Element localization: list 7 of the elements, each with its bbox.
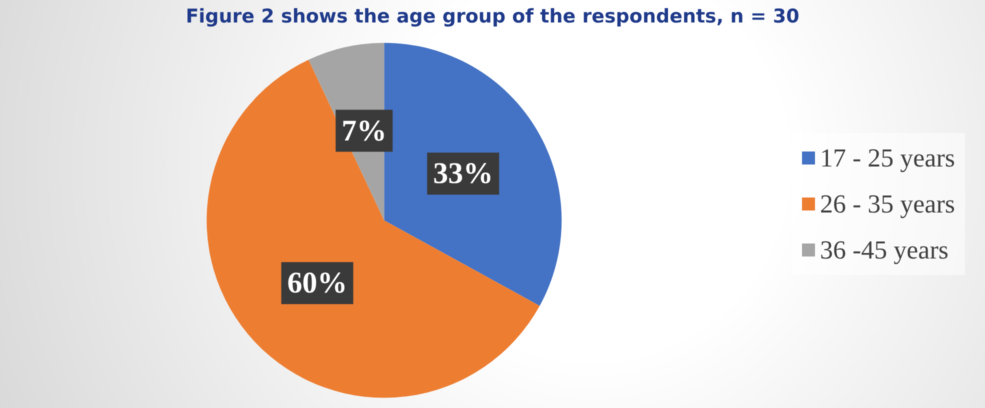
- legend-label: 36 -45 years: [820, 236, 948, 264]
- legend-label: 26 - 35 years: [820, 190, 955, 218]
- data-label: 33%: [433, 157, 494, 190]
- chart-title: Figure 2 shows the age group of the respondents, n = 30: [186, 6, 800, 28]
- data-label: 7%: [342, 114, 387, 148]
- data-label: 60%: [287, 266, 348, 300]
- legend-label: 17 - 25 years: [820, 144, 955, 172]
